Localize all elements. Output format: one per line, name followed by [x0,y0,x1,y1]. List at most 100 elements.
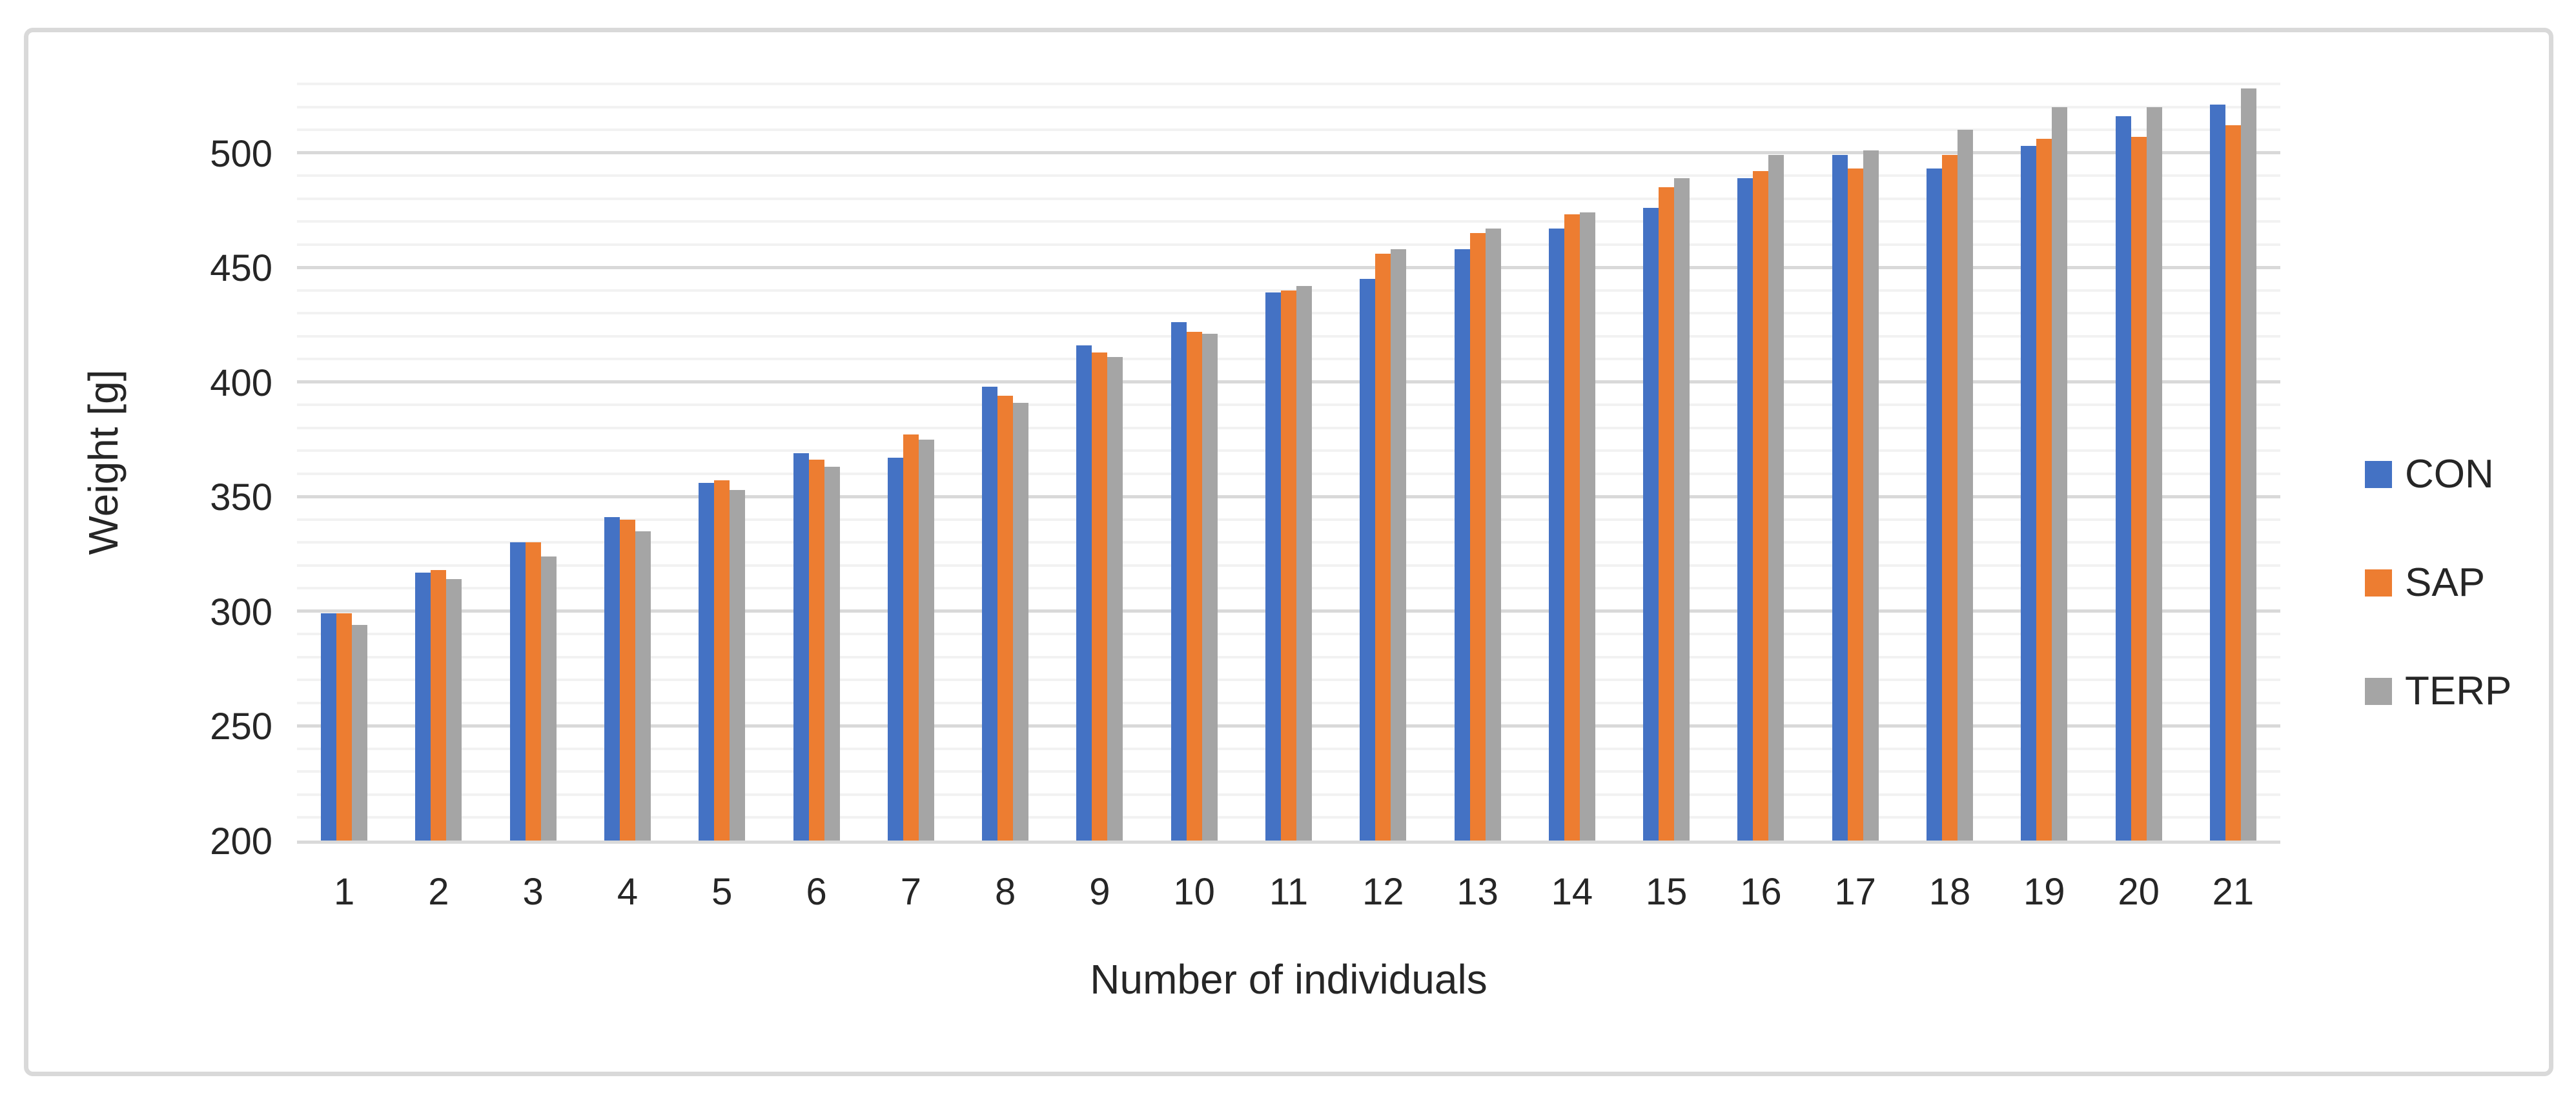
x-tick-label-17: 17 [1834,871,1876,913]
bar-sap-18 [1942,155,1958,841]
bar-con-14 [1548,228,1564,841]
minor-gridline-490 [297,174,2280,178]
bar-sap-7 [903,434,919,841]
y-tick-label-300: 300 [210,591,272,633]
x-tick-label-6: 6 [806,871,827,913]
bar-sap-12 [1375,253,1391,841]
x-tick-label-21: 21 [2212,871,2254,913]
minor-gridline-470 [297,220,2280,223]
legend-swatch-con [2365,461,2392,488]
bar-terp-10 [1201,334,1218,841]
legend-label-sap: SAP [2405,560,2486,605]
bar-sap-3 [525,542,541,841]
y-axis-title: Weight [g] [80,369,127,555]
x-axis-title: Number of individuals [1090,956,1487,1003]
bar-terp-11 [1296,285,1312,841]
bar-sap-9 [1092,352,1108,841]
bar-con-17 [1832,155,1848,841]
bar-con-11 [1265,292,1281,841]
legend-item-terp: TERP [2365,671,2511,711]
x-tick-label-9: 9 [1089,871,1110,913]
bar-terp-2 [446,579,462,841]
y-tick-label-450: 450 [210,247,272,290]
bar-terp-6 [824,467,840,841]
major-gridline-450 [297,265,2280,269]
bar-con-8 [982,386,998,841]
bar-sap-16 [1753,171,1769,841]
bar-terp-14 [1579,212,1595,841]
bar-sap-11 [1281,290,1296,841]
minor-gridline-530 [297,83,2280,85]
x-tick-label-2: 2 [428,871,449,913]
x-tick-label-7: 7 [900,871,922,913]
bar-sap-10 [1186,331,1202,841]
bar-con-2 [415,572,431,841]
x-tick-label-18: 18 [1928,871,1971,913]
bar-sap-6 [808,460,824,841]
bar-terp-8 [1013,402,1029,841]
major-gridline-500 [297,151,2280,155]
x-axis-line [297,841,2280,844]
x-tick-label-15: 15 [1645,871,1688,913]
bar-sap-17 [1847,168,1863,841]
x-tick-label-10: 10 [1173,871,1215,913]
bar-terp-21 [2240,88,2256,841]
bar-con-18 [1927,168,1942,841]
bar-terp-12 [1391,249,1407,841]
bar-con-4 [604,517,620,841]
legend-item-sap: SAP [2365,563,2485,603]
bar-sap-2 [431,569,447,841]
bar-con-20 [2115,116,2131,841]
x-tick-label-11: 11 [1269,871,1309,913]
bar-terp-9 [1107,356,1123,841]
y-tick-label-400: 400 [210,362,272,404]
bar-con-13 [1454,249,1470,841]
legend-label-terp: TERP [2405,669,2512,713]
bar-terp-3 [540,556,557,841]
bar-terp-16 [1768,155,1784,841]
bar-sap-21 [2225,125,2241,841]
bar-terp-17 [1863,150,1879,841]
x-tick-label-5: 5 [711,871,733,913]
x-tick-label-1: 1 [333,871,355,913]
bar-terp-5 [730,489,746,841]
bar-sap-15 [1659,187,1675,841]
bar-con-3 [509,542,526,841]
bar-con-1 [321,613,337,841]
bar-con-10 [1170,322,1187,841]
bar-terp-19 [2052,107,2068,841]
minor-gridline-510 [297,128,2280,132]
bar-con-5 [699,483,715,841]
bar-sap-20 [2131,136,2147,841]
bar-terp-20 [2146,107,2162,841]
legend-label-con: CON [2405,452,2494,496]
bar-con-7 [887,457,903,841]
y-tick-label-500: 500 [210,132,272,175]
figure-border [24,28,2553,1076]
minor-gridline-460 [297,243,2280,246]
minor-gridline-480 [297,197,2280,200]
bar-sap-1 [336,613,353,841]
y-tick-label-200: 200 [210,821,272,862]
x-tick-label-3: 3 [522,871,544,913]
bar-con-19 [2021,145,2037,841]
bar-con-16 [1737,178,1753,841]
bar-sap-8 [997,396,1014,841]
bar-con-6 [793,453,809,841]
x-tick-label-8: 8 [994,871,1016,913]
bar-sap-14 [1564,214,1580,841]
bar-con-15 [1643,207,1659,841]
x-tick-label-20: 20 [2118,871,2160,913]
bar-sap-4 [620,519,635,841]
bar-terp-1 [352,625,368,841]
legend-item-con: CON [2365,454,2494,495]
x-tick-label-16: 16 [1740,871,1782,913]
x-tick-label-12: 12 [1362,871,1404,913]
x-tick-label-19: 19 [2023,871,2065,913]
bar-con-9 [1076,345,1092,841]
minor-gridline-520 [297,105,2280,108]
y-tick-label-250: 250 [210,706,272,748]
bar-terp-15 [1674,178,1690,841]
x-tick-label-13: 13 [1457,871,1498,913]
